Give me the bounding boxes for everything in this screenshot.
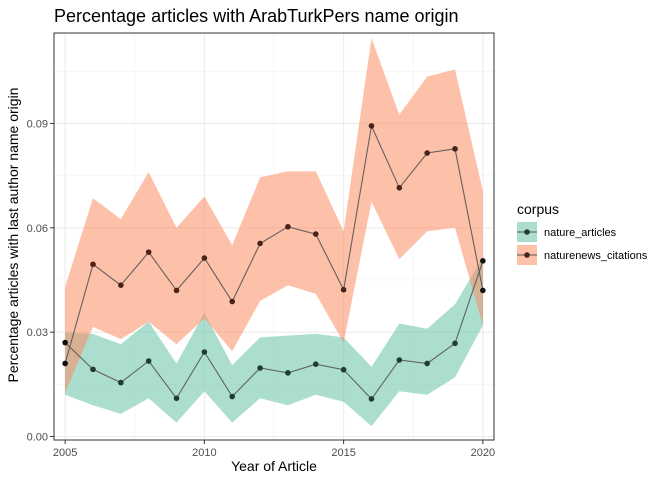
point-nature_articles [90,366,96,373]
x-tick-label: 2015 [331,447,355,459]
point-naturenews_citations [145,249,152,255]
plot-area: 2005 2010 2015 2020 0.00 0.03 0.06 0.09 [27,32,495,459]
point-nature_articles [480,258,486,264]
x-axis-title: Year of Article [231,458,317,474]
y-axis-title: Percentage articles with last author nam… [5,88,21,383]
y-tick-label: 0.06 [27,223,48,235]
legend-label-naturenews_citations: naturenews_citations [544,250,648,262]
point-naturenews_citations [257,240,263,247]
ribbon-nature_articles [65,257,483,427]
line-naturenews_citations [64,124,484,364]
x-tick-label: 2010 [192,447,216,459]
point-nature_articles [229,393,236,400]
point-nature_articles [285,370,291,376]
point-naturenews_citations [173,287,180,294]
legend: corpus nature_articles naturenews_citatio… [517,201,648,265]
point-naturenews_citations [62,360,68,367]
point-nature_articles [118,379,124,386]
panel-border [53,32,495,441]
point-nature_articles [257,365,263,371]
point-nature_articles [396,357,403,363]
x-tick-label: 2020 [471,447,495,459]
y-tick-label: 0.03 [27,327,48,339]
y-tick-label: 0.00 [27,432,48,444]
y-tick-label: 0.09 [27,118,48,130]
legend-label-nature_articles: nature_articles [544,227,617,239]
point-nature_articles [201,349,208,355]
point-naturenews_citations [312,231,319,237]
point-nature_articles [173,395,180,402]
point-naturenews_citations [118,282,124,289]
point-naturenews_citations [396,184,403,191]
point-nature_articles [340,366,347,373]
point-naturenews_citations [90,261,96,268]
point-nature_articles [312,361,319,367]
point-nature_articles [424,360,430,367]
legend-key-point [524,252,530,258]
point-nature_articles [62,339,68,346]
point-naturenews_citations [229,298,236,305]
line-nature_articles [64,260,484,400]
legend-key-point [524,229,530,235]
point-nature_articles [145,358,152,364]
legend-title: corpus [517,201,559,217]
point-naturenews_citations [368,123,375,129]
ribbon-naturenews_citations [65,38,483,393]
point-naturenews_citations [340,286,347,293]
point-naturenews_citations [424,150,430,156]
point-naturenews_citations [285,223,291,230]
x-tick-label: 2005 [53,447,77,459]
point-nature_articles [452,340,458,347]
point-naturenews_citations [452,146,458,152]
point-nature_articles [368,396,375,402]
point-naturenews_citations [201,255,208,261]
chart-title: Percentage articles with ArabTurkPers na… [54,6,459,26]
point-naturenews_citations [480,287,486,294]
